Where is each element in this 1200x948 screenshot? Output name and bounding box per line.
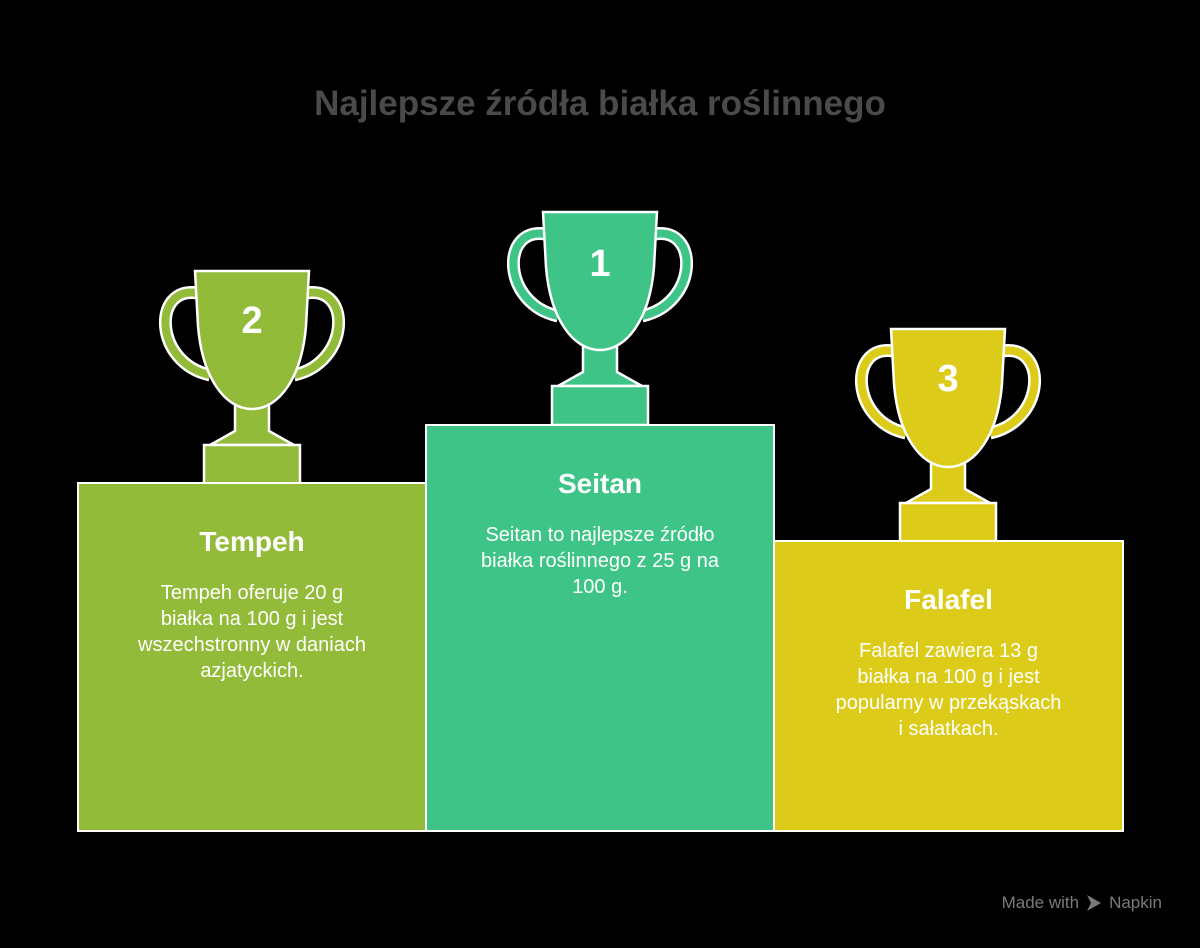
podium-description: Seitan to najlepsze źródło białka roślin…	[481, 524, 719, 598]
rank-1: 1	[589, 243, 610, 285]
brand-label: Napkin	[1109, 893, 1162, 912]
napkin-logo-icon	[1087, 895, 1102, 911]
trophy-icon-3: 3	[861, 329, 1034, 542]
trophy-icon-1: 1	[513, 212, 686, 425]
podium-seitan: Seitan Seitan to najlepsze źródło białka…	[425, 424, 775, 832]
podium-description: Tempeh oferuje 20 g białka na 100 g i je…	[138, 582, 366, 682]
made-with-label: Made with	[1001, 893, 1080, 912]
made-with-napkin: Made with Napkin	[1002, 893, 1162, 913]
podium-title: Falafel	[904, 584, 993, 615]
podium-falafel: Falafel Falafel zawiera 13 g białka na 1…	[773, 540, 1124, 832]
podium-title: Tempeh	[199, 526, 305, 557]
trophy-icon-2: 2	[165, 271, 338, 484]
podium-title: Seitan	[557, 468, 643, 499]
rank-3: 3	[937, 358, 958, 400]
podium-tempeh: Tempeh Tempeh oferuje 20 g białka na 100…	[77, 482, 427, 832]
rank-2: 2	[241, 300, 262, 342]
podium-description: Falafel zawiera 13 g białka na 100 g i j…	[835, 640, 1062, 740]
page-title: Najlepsze źródła białka roślinnego	[314, 84, 886, 123]
